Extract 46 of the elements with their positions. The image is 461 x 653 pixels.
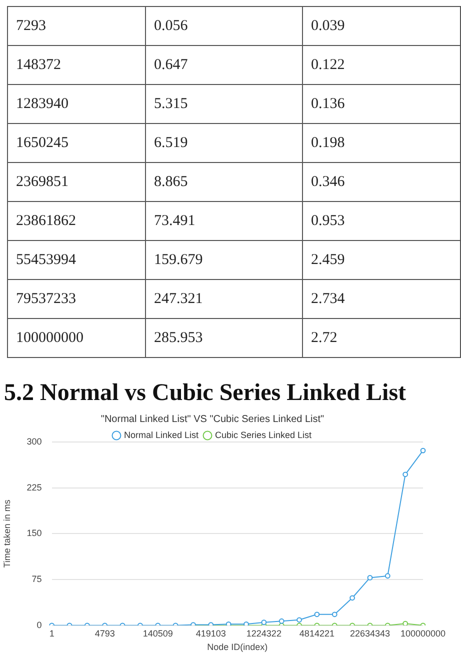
x-tick-label: 100000000 <box>400 628 446 638</box>
text: 148372 <box>8 46 146 84</box>
text: 0.953 <box>302 202 460 240</box>
text: 79537233 <box>8 280 146 318</box>
text: 8.865 <box>146 162 302 202</box>
x-tick-label: 4814221 <box>299 628 334 638</box>
text: 0.056 <box>146 6 302 46</box>
text: 2.734 <box>302 280 460 318</box>
text: 2.459 <box>302 240 460 280</box>
text: 0.198 <box>302 124 460 162</box>
y-tick-label: 75 <box>32 574 42 584</box>
text: 0.647 <box>146 46 302 84</box>
x-tick-label: 1 <box>49 628 54 638</box>
text: 23861862 <box>8 202 146 240</box>
text: 2.72 <box>302 318 460 358</box>
text: 7293 <box>8 6 146 46</box>
text: 6.519 <box>146 124 302 162</box>
x-tick-label: 140509 <box>142 628 173 638</box>
x-tick-label: 4793 <box>94 628 115 638</box>
text: 1283940 <box>8 84 146 124</box>
y-tick-label: 225 <box>26 482 42 492</box>
text: 100000000 <box>8 318 146 358</box>
x-axis-title: Node ID(index) <box>207 642 268 652</box>
text: 285.953 <box>146 318 302 358</box>
text: 0.136 <box>302 84 460 124</box>
y-tick-label: 300 <box>26 436 42 446</box>
text: 1650245 <box>8 124 146 162</box>
chart-subtitle: "Normal Linked List" VS "Cubic Series Linked List" <box>100 414 325 425</box>
text: 0.039 <box>302 6 460 46</box>
text: 73.491 <box>146 202 302 240</box>
x-tick-label: 22634343 <box>350 628 390 638</box>
x-tick-label: 1224322 <box>246 628 282 638</box>
text: 159.679 <box>146 240 302 280</box>
text: 2369851 <box>8 162 146 202</box>
text: 247.321 <box>146 280 302 318</box>
legend-label: Normal Linked List <box>124 430 199 440</box>
text: 55453994 <box>8 240 146 280</box>
x-tick-label: 419103 <box>196 628 226 638</box>
y-axis-title: Time taken in ms <box>2 499 12 568</box>
y-tick-label: 0 <box>36 620 42 630</box>
legend-label: Cubic Series Linked List <box>214 430 312 440</box>
text: 0.346 <box>302 162 460 202</box>
y-tick-label: 150 <box>26 528 42 538</box>
chart-title: 5.2 Normal vs Cubic Series Linked List <box>4 380 406 407</box>
text: 5.315 <box>146 84 302 124</box>
text: 0.122 <box>302 46 460 84</box>
